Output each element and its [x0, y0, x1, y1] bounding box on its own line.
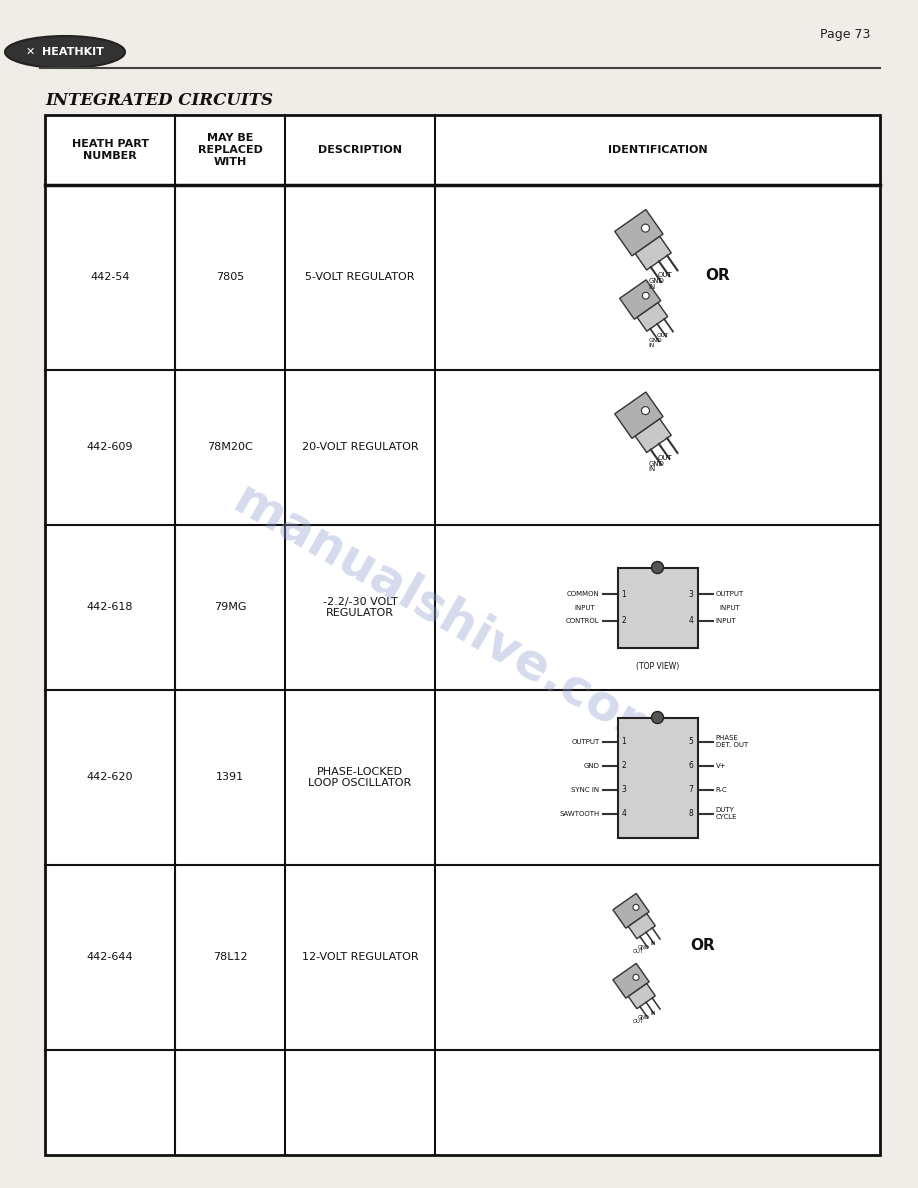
Text: INPUT: INPUT — [575, 605, 596, 611]
Text: OUT: OUT — [633, 1019, 644, 1024]
Bar — [618, 718, 698, 838]
Text: OUT: OUT — [633, 949, 644, 954]
Polygon shape — [637, 303, 667, 331]
Text: DUTY
CYCLE: DUTY CYCLE — [715, 807, 737, 820]
Text: IN: IN — [651, 1011, 656, 1016]
Text: MAY BE
REPLACED
WITH: MAY BE REPLACED WITH — [197, 133, 263, 166]
Text: Page 73: Page 73 — [820, 29, 870, 42]
Text: GND: GND — [648, 278, 665, 284]
Text: COMMON: COMMON — [566, 592, 599, 598]
Text: DESCRIPTION: DESCRIPTION — [318, 145, 402, 154]
Text: 3: 3 — [621, 785, 626, 794]
Text: 79MG: 79MG — [214, 602, 246, 613]
Polygon shape — [620, 280, 661, 320]
Text: PHASE-LOCKED
LOOP OSCILLATOR: PHASE-LOCKED LOOP OSCILLATOR — [308, 766, 411, 789]
Text: 442-644: 442-644 — [86, 953, 133, 962]
Text: 6: 6 — [688, 762, 693, 770]
Text: INPUT: INPUT — [715, 618, 736, 624]
Text: INPUT: INPUT — [720, 605, 740, 611]
Text: 4: 4 — [621, 809, 626, 819]
Text: IN: IN — [648, 343, 655, 348]
Polygon shape — [635, 419, 671, 453]
Text: SAWTOOTH: SAWTOOTH — [559, 810, 599, 816]
Polygon shape — [615, 209, 663, 255]
Text: OUTPUT: OUTPUT — [715, 592, 744, 598]
Text: IN: IN — [649, 467, 656, 473]
Text: -2.2/-30 VOLT
REGULATOR: -2.2/-30 VOLT REGULATOR — [322, 596, 397, 618]
Text: 1: 1 — [621, 737, 626, 746]
Polygon shape — [628, 914, 655, 939]
Text: IN: IN — [649, 284, 656, 290]
Text: (TOP VIEW): (TOP VIEW) — [636, 663, 679, 671]
Text: OUT: OUT — [657, 272, 673, 278]
Text: HEATHKIT: HEATHKIT — [42, 48, 104, 57]
Bar — [618, 568, 698, 647]
Text: GND: GND — [648, 461, 665, 467]
Text: CONTROL: CONTROL — [565, 618, 599, 624]
Text: 5: 5 — [688, 737, 693, 746]
Text: 442-620: 442-620 — [86, 772, 133, 783]
Polygon shape — [613, 963, 649, 998]
Text: 2: 2 — [621, 762, 626, 770]
Text: OR: OR — [705, 267, 730, 283]
Text: OUT: OUT — [656, 334, 668, 339]
Text: IN: IN — [651, 941, 656, 946]
Text: GND: GND — [638, 944, 650, 950]
Text: ✕: ✕ — [26, 48, 35, 57]
Text: PHASE
DET. OUT: PHASE DET. OUT — [715, 735, 748, 748]
Text: 7805: 7805 — [216, 272, 244, 283]
Text: manualshive.com: manualshive.com — [225, 476, 676, 764]
Circle shape — [633, 904, 639, 910]
Text: GND: GND — [584, 763, 599, 769]
Text: 442-54: 442-54 — [90, 272, 129, 283]
Text: 78M20C: 78M20C — [207, 442, 252, 453]
Text: 12-VOLT REGULATOR: 12-VOLT REGULATOR — [302, 953, 419, 962]
Text: GND: GND — [648, 339, 662, 343]
Text: 78L12: 78L12 — [213, 953, 247, 962]
Text: 8: 8 — [688, 809, 693, 819]
Text: OR: OR — [690, 937, 715, 953]
Polygon shape — [635, 236, 671, 270]
Text: IDENTIFICATION: IDENTIFICATION — [608, 145, 707, 154]
Text: V+: V+ — [715, 763, 726, 769]
Text: 20-VOLT REGULATOR: 20-VOLT REGULATOR — [302, 442, 419, 453]
Text: R-C: R-C — [715, 786, 727, 792]
Text: 442-618: 442-618 — [86, 602, 133, 613]
Text: 1: 1 — [621, 589, 626, 599]
Text: OUTPUT: OUTPUT — [571, 739, 599, 745]
Text: 4: 4 — [688, 617, 693, 625]
Polygon shape — [613, 893, 649, 928]
Text: 1391: 1391 — [216, 772, 244, 783]
Polygon shape — [615, 392, 663, 438]
Polygon shape — [628, 984, 655, 1009]
Text: INTEGRATED CIRCUITS: INTEGRATED CIRCUITS — [45, 91, 273, 109]
Text: 3: 3 — [688, 589, 693, 599]
Circle shape — [633, 974, 639, 980]
Bar — [45, 115, 880, 1155]
Circle shape — [652, 562, 664, 574]
Text: 2: 2 — [621, 617, 626, 625]
Ellipse shape — [5, 36, 125, 68]
Text: 442-609: 442-609 — [86, 442, 133, 453]
Text: GND: GND — [638, 1015, 650, 1019]
Circle shape — [643, 292, 649, 299]
Circle shape — [642, 225, 649, 232]
Text: 5-VOLT REGULATOR: 5-VOLT REGULATOR — [306, 272, 415, 283]
Text: HEATH PART
NUMBER: HEATH PART NUMBER — [72, 139, 149, 160]
Text: OUT: OUT — [657, 455, 673, 461]
Text: SYNC IN: SYNC IN — [571, 786, 599, 792]
Text: 7: 7 — [688, 785, 693, 794]
Circle shape — [652, 712, 664, 723]
Circle shape — [642, 406, 649, 415]
